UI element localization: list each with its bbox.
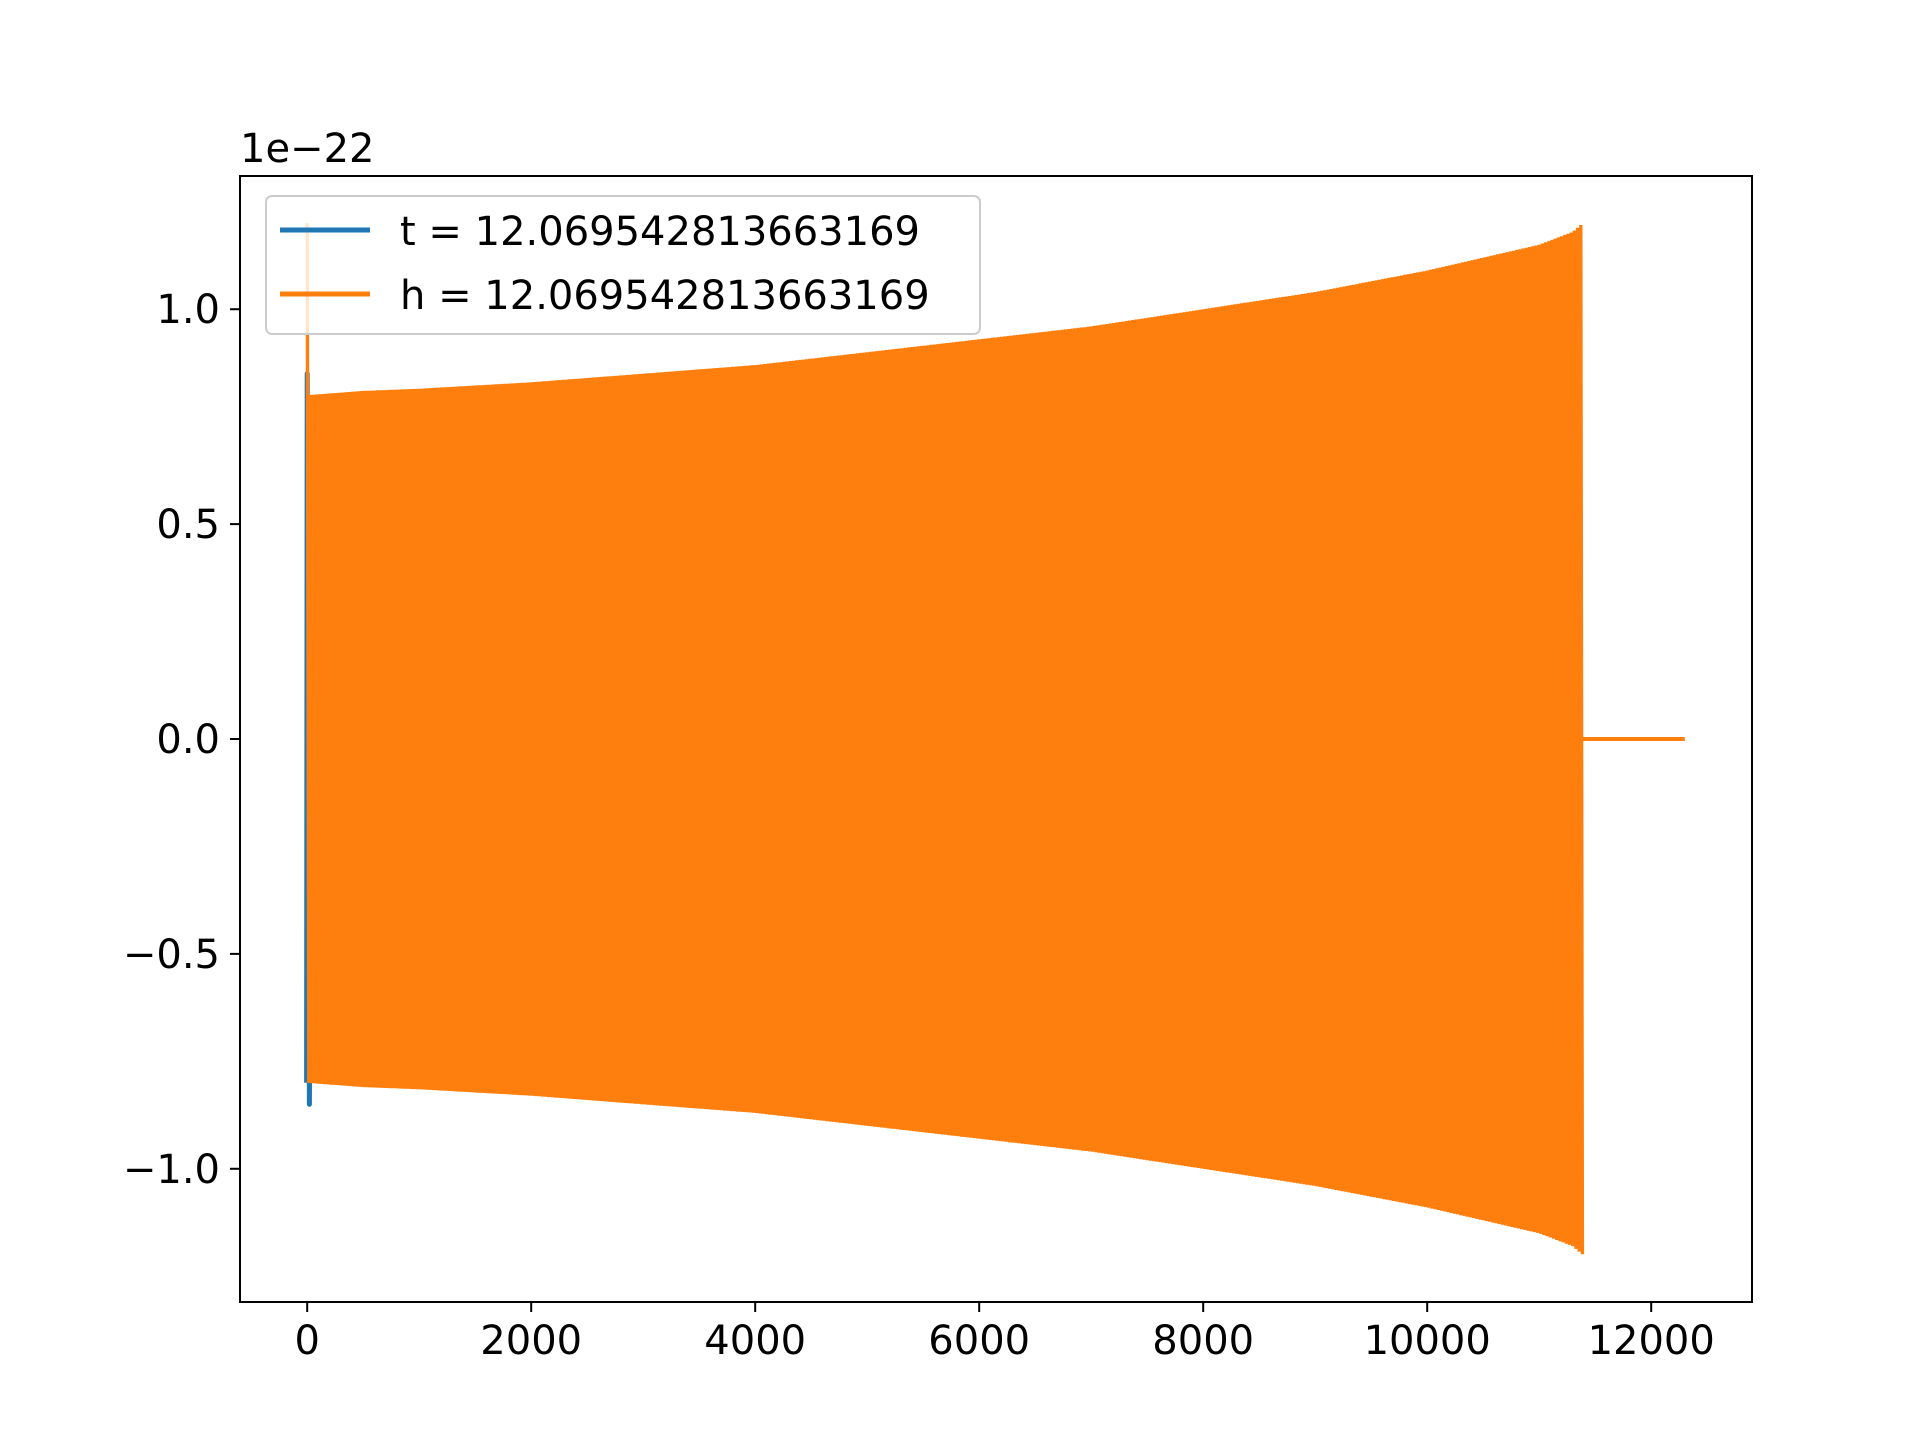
series-h-line bbox=[305, 223, 1585, 1255]
x-tick-label: 6000 bbox=[928, 1318, 1030, 1364]
y-tick-label: 0.0 bbox=[156, 717, 220, 763]
x-tick-label: 10000 bbox=[1364, 1318, 1491, 1364]
y-tick-label: 1.0 bbox=[156, 287, 220, 333]
series-layer bbox=[304, 223, 1685, 1255]
y-tick-label: 0.5 bbox=[156, 502, 220, 548]
y-axis: 1.0 0.5 0.0 −0.5 −1.0 bbox=[123, 287, 240, 1193]
x-tick-label: 0 bbox=[294, 1318, 319, 1364]
y-offset-label: 1e−22 bbox=[240, 126, 374, 172]
y-tick-label: −0.5 bbox=[123, 932, 220, 978]
x-tick-label: 8000 bbox=[1152, 1318, 1254, 1364]
legend-box bbox=[265, 195, 981, 335]
x-tick-label: 12000 bbox=[1588, 1318, 1715, 1364]
y-tick-label: −1.0 bbox=[123, 1147, 220, 1193]
legend: t = 12.069542813663169 h = 12.0695428136… bbox=[265, 195, 981, 335]
x-axis: 0 2000 4000 6000 8000 10000 12000 bbox=[294, 1302, 1715, 1364]
legend-label-h: h = 12.069542813663169 bbox=[400, 273, 930, 319]
legend-label-t: t = 12.069542813663169 bbox=[400, 209, 920, 255]
x-tick-label: 2000 bbox=[480, 1318, 582, 1364]
x-tick-label: 4000 bbox=[704, 1318, 806, 1364]
